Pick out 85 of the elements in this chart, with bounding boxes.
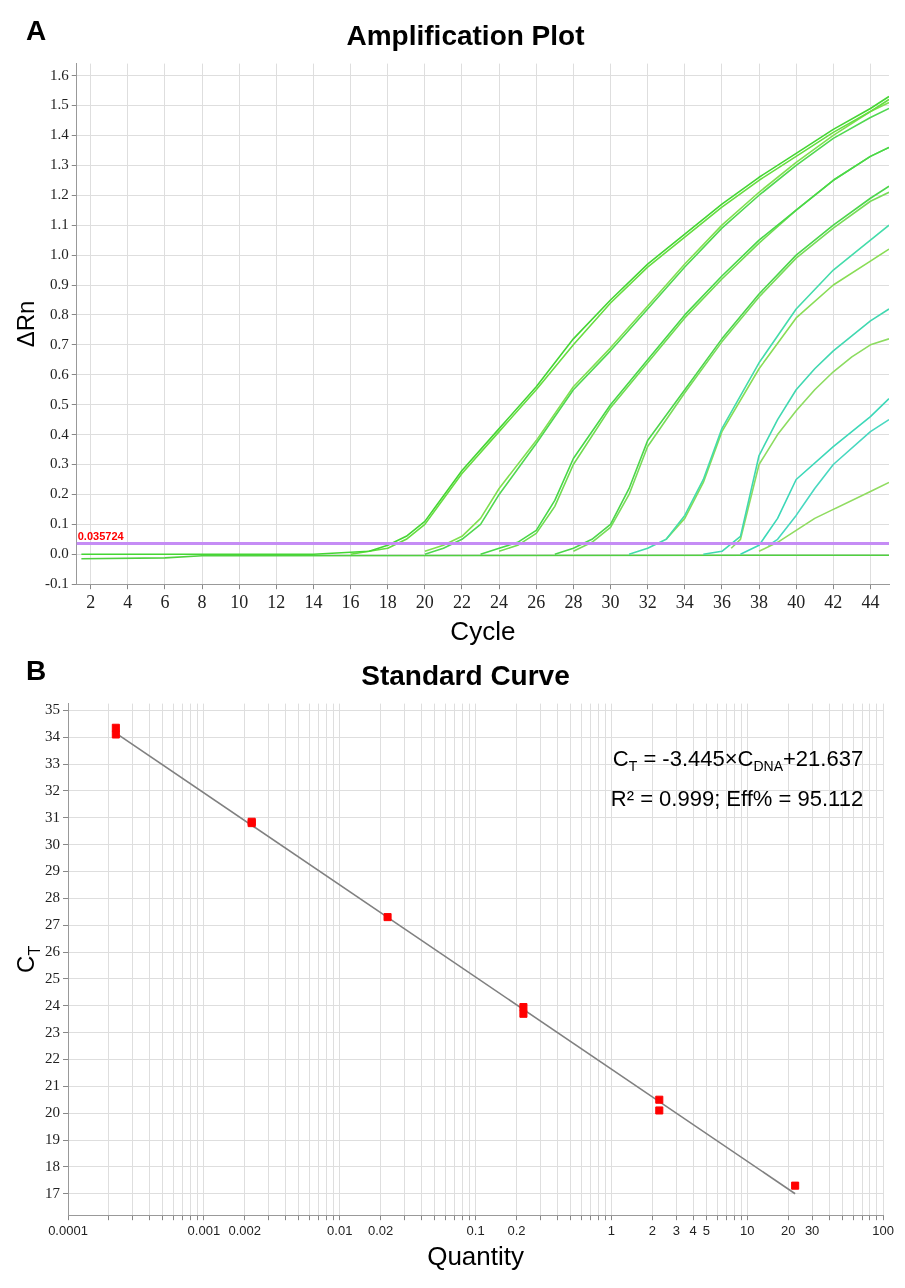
y-tick-label: 0.3 [50,455,69,472]
x-tick-label: 100 [872,1222,895,1238]
y-tick-label: 1.5 [50,96,69,113]
x-tick-label: 2 [86,591,96,612]
x-tick-label: 26 [527,591,546,612]
x-tick-label: 4 [123,591,133,612]
y-tick-label: 0.2 [50,485,69,502]
x-tick-label: 10 [740,1222,755,1238]
x-tick-label: 0.2 [507,1222,526,1238]
y-tick-label: 30 [45,835,60,852]
y-tick-label: 31 [45,808,60,825]
y-tick-label: 0.8 [50,305,69,322]
x-tick-label: 28 [564,591,583,612]
y-tick-label: 0.7 [50,335,70,352]
chart-title: Amplification Plot [346,19,585,51]
x-tick-label: 20 [415,591,434,612]
y-tick-label: 1.0 [50,246,69,263]
y-tick-label: 1.6 [50,66,70,83]
y-tick-label: -0.1 [45,575,69,592]
y-tick-label: 1.1 [50,216,69,233]
x-tick-label: 10 [230,591,249,612]
x-tick-label: 0.002 [228,1222,262,1238]
y-tick-label: 0.6 [50,365,70,382]
y-tick-label: 33 [45,754,60,771]
x-tick-label: 16 [341,591,360,612]
x-tick-label: 18 [378,591,397,612]
x-axis-title: Quantity [427,1240,524,1271]
x-tick-label: 42 [824,591,843,612]
x-tick-label: 0.001 [187,1222,221,1238]
y-tick-label: 35 [45,701,60,718]
y-tick-label: 0.4 [50,425,70,442]
x-tick-label: 36 [712,591,731,612]
y-tick-label: 25 [45,969,60,986]
y-tick-label: 17 [45,1184,61,1201]
y-tick-label: 21 [45,1077,60,1094]
x-tick-label: 3 [672,1222,680,1238]
y-tick-label: 1.3 [50,156,69,173]
x-tick-label: 14 [304,591,323,612]
y-tick-label: 1.2 [50,186,69,203]
x-tick-label: 0.0001 [48,1222,88,1238]
x-tick-label: 12 [267,591,286,612]
ref-line-label: 0.035724 [77,529,125,542]
y-tick-label: 26 [45,942,61,959]
x-tick-label: 0.02 [367,1222,394,1238]
x-tick-label: 0.01 [327,1222,353,1238]
x-tick-label: 30 [601,591,620,612]
x-axis-title: Cycle [450,615,516,646]
x-tick-label: 5 [702,1222,711,1238]
text: B [26,655,47,686]
y-axis-title: CT [12,945,43,973]
x-tick-label: 38 [750,591,769,612]
x-tick-label: 32 [638,591,657,612]
x-tick-label: 1 [607,1222,616,1238]
x-tick-label: 30 [804,1222,820,1238]
y-tick-label: 18 [45,1157,60,1174]
y-tick-label: 24 [45,996,61,1013]
chart-title: Standard Curve [361,659,570,691]
x-tick-label: 24 [490,591,509,612]
y-tick-label: 22 [45,1050,60,1067]
y-tick-label: 20 [45,1104,60,1121]
text: A [26,15,47,46]
x-tick-label: 44 [861,591,880,612]
x-tick-label: 0.1 [466,1222,485,1238]
x-tick-label: 4 [689,1222,697,1238]
y-axis-title: ΔRn [12,300,39,348]
y-tick-label: 29 [45,862,60,879]
x-tick-label: 20 [780,1222,796,1238]
y-tick-label: 0.9 [50,275,69,292]
y-tick-label: 0.0 [50,545,69,562]
x-tick-label: 2 [648,1222,656,1238]
x-tick-label: 22 [452,591,471,612]
x-tick-label: 40 [787,591,806,612]
y-tick-label: 34 [45,728,61,745]
y-tick-label: 1.4 [50,126,70,143]
x-tick-label: 8 [197,591,207,612]
x-tick-label: 34 [675,591,694,612]
annotation: R² = 0.999; Eff% = 95.112 [610,785,864,811]
y-tick-label: 32 [45,781,60,798]
y-tick-label: 0.5 [50,395,69,412]
y-tick-label: 23 [45,1023,60,1040]
y-tick-label: 28 [45,889,60,906]
y-tick-label: 19 [45,1130,60,1147]
y-tick-label: 27 [45,916,61,933]
y-tick-label: 0.1 [50,515,69,532]
x-tick-label: 6 [160,591,170,612]
